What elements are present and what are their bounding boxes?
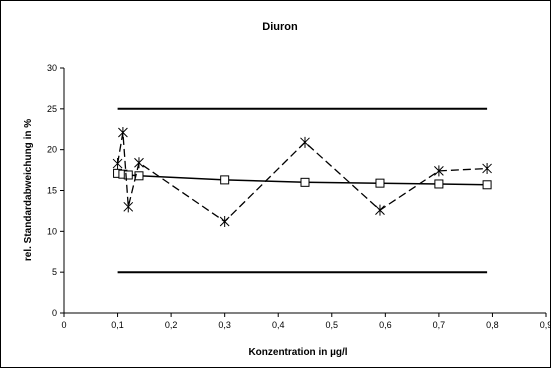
asterisk-marker	[134, 157, 144, 169]
square-marker	[134, 171, 144, 181]
y-tick-label: 15	[47, 186, 57, 196]
x-tick-label: 0,4	[272, 320, 285, 330]
y-axis-title: rel. Standardabweichung in %	[23, 119, 34, 261]
y-axis: 0 5 10 15 20 25 30	[47, 63, 65, 318]
x-axis-title: Konzentration in µg/l	[248, 347, 347, 358]
asterisk-marker	[123, 201, 134, 213]
asterisk-marker	[219, 216, 230, 228]
square-marker	[375, 178, 385, 188]
square-marker	[220, 175, 230, 185]
x-tick-label: 0,8	[486, 320, 499, 330]
asterisk-marker	[118, 127, 128, 139]
square-marker	[434, 179, 444, 189]
y-tick-label: 25	[47, 104, 57, 114]
x-tick-label: 0,2	[165, 320, 178, 330]
x-tick-label: 0,1	[111, 320, 124, 330]
square-marker	[123, 170, 133, 180]
series-1	[113, 168, 492, 190]
asterisk-marker	[112, 158, 123, 170]
asterisk-marker	[482, 162, 492, 174]
y-tick-label: 30	[47, 63, 57, 73]
x-tick-label: 0,7	[433, 320, 446, 330]
x-tick-label: 0	[61, 320, 66, 330]
y-tick-label: 5	[52, 267, 57, 277]
asterisk-marker	[300, 136, 310, 148]
square-marker	[482, 180, 492, 190]
plot-area: 0 5 10 15 20 25 30 0 0,1 0,2 0,3 0,4 0,5 0,6 0,7 0,8 0,…	[47, 63, 551, 330]
series-2	[112, 127, 492, 228]
series-layer	[112, 107, 492, 274]
y-tick-label: 0	[52, 308, 57, 318]
asterisk-marker	[375, 204, 385, 216]
x-tick-label: 0,6	[379, 320, 392, 330]
x-tick-label: 0,5	[326, 320, 339, 330]
chart-title: Diuron	[262, 21, 298, 33]
asterisk-marker	[434, 165, 444, 177]
y-tick-label: 20	[47, 145, 57, 155]
x-tick-label: 0,3	[218, 320, 231, 330]
y-tick-label: 10	[47, 226, 57, 236]
square-marker	[300, 177, 310, 187]
x-axis: 0 0,1 0,2 0,3 0,4 0,5 0,6 0,7 0,8 0,9	[61, 312, 551, 330]
x-tick-label: 0,9	[540, 320, 550, 330]
